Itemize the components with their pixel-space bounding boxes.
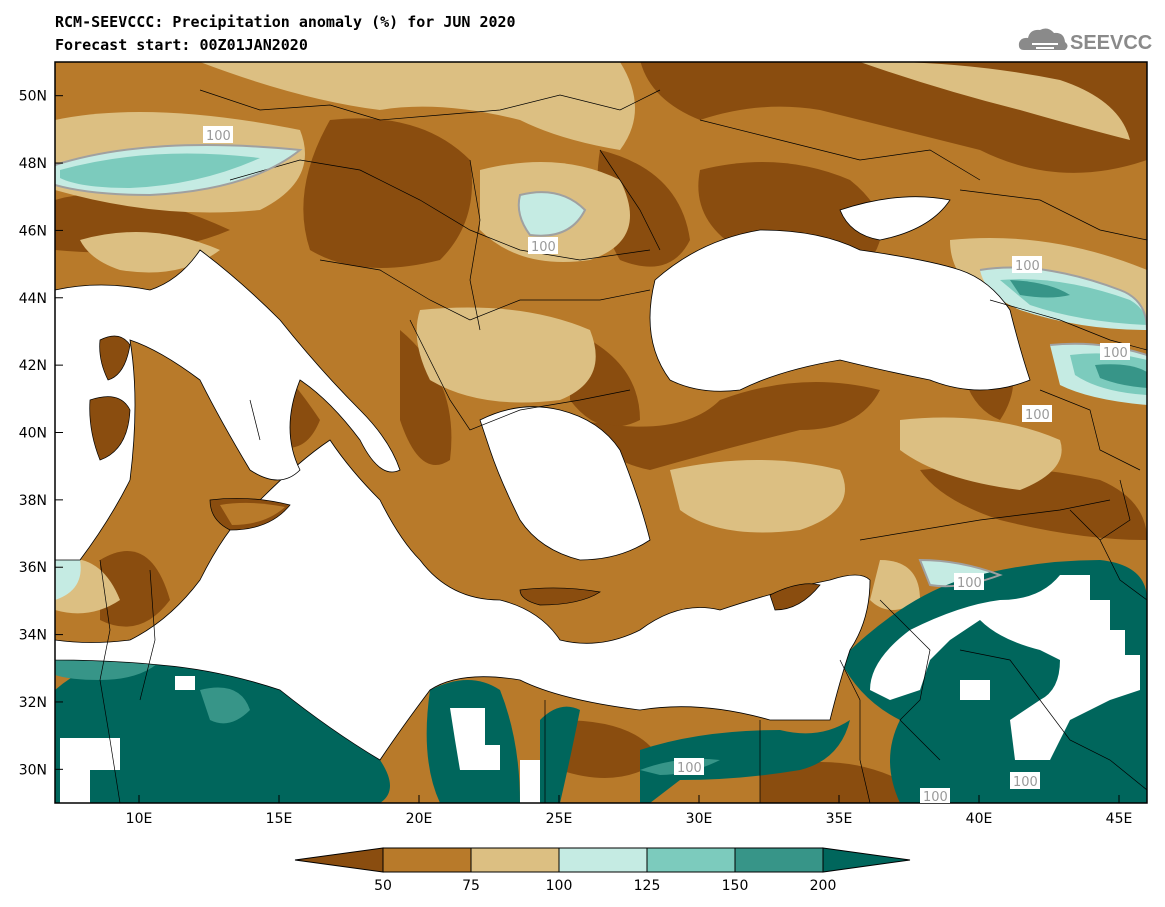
colorbar-segment: [646, 847, 736, 873]
colorbar-label: 150: [722, 878, 749, 894]
colorbar-label: 100: [546, 878, 573, 894]
country-borders: [99, 89, 1147, 803]
contour-100-lines: [55, 144, 1147, 588]
svg-text:100: 100: [531, 240, 556, 255]
y-tick-label: 44N: [19, 291, 47, 307]
contour-labels: 100 100 100 100 100 100 100 100 100: [203, 126, 1130, 805]
y-tick-label: 50N: [19, 89, 47, 105]
y-tick-label: 30N: [19, 762, 47, 778]
svg-text:100: 100: [923, 790, 948, 805]
contour-label: 100: [528, 237, 558, 255]
y-tick-label: 42N: [19, 358, 47, 374]
contour-label: 100: [1012, 256, 1042, 274]
x-tick-label: 25E: [546, 811, 573, 827]
colorbar-label: 200: [810, 878, 837, 894]
svg-text:100: 100: [1025, 408, 1050, 423]
svg-text:100: 100: [957, 576, 982, 591]
x-tick-label: 20E: [406, 811, 433, 827]
y-tick-label: 48N: [19, 156, 47, 172]
svg-text:100: 100: [1103, 346, 1128, 361]
y-axis-ticks: 30N 32N 34N 36N 38N 40N 42N 44N 46N 48N 50N: [19, 89, 63, 778]
svg-text:100: 100: [1013, 775, 1038, 790]
y-tick-label: 36N: [19, 560, 47, 576]
x-tick-label: 15E: [266, 811, 293, 827]
colorbar-segment: [294, 847, 384, 873]
logo-text: SEEVCCC: [1070, 32, 1153, 54]
contour-label: 100: [1100, 343, 1130, 361]
x-axis-ticks: 10E 15E 20E 25E 30E 35E 40E 45E: [126, 795, 1133, 827]
y-tick-label: 32N: [19, 695, 47, 711]
contour-label: 100: [674, 758, 704, 776]
x-tick-label: 30E: [686, 811, 713, 827]
colorbar-label: 125: [634, 878, 661, 894]
x-tick-label: 45E: [1106, 811, 1133, 827]
cloud-icon: [1018, 28, 1068, 50]
map-canvas: [55, 62, 1147, 803]
y-tick-label: 46N: [19, 223, 47, 239]
y-tick-label: 34N: [19, 628, 47, 644]
colorbar-segment: [382, 847, 472, 873]
contour-label: 100: [1022, 405, 1052, 423]
sicily-interior: [220, 502, 285, 525]
x-tick-label: 10E: [126, 811, 153, 827]
no-data-patches: [60, 575, 1140, 803]
seevccc-logo: SEEVCCC: [1018, 28, 1153, 54]
colorbar-segment: [822, 847, 911, 873]
contour-label: 100: [920, 788, 950, 805]
contour-label: 100: [1010, 772, 1040, 790]
contour-label: 100: [203, 126, 233, 144]
y-tick-label: 40N: [19, 426, 47, 442]
map-title: RCM-SEEVCCC: Precipitation anomaly (%) f…: [55, 13, 516, 31]
colorbar-segment: [558, 847, 648, 873]
x-tick-label: 35E: [826, 811, 853, 827]
contour-label: 100: [954, 573, 984, 591]
svg-text:100: 100: [677, 761, 702, 776]
colorbar: 50 75 100 125 150 200: [294, 847, 911, 894]
x-tick-label: 40E: [966, 811, 993, 827]
colorbar-segment: [734, 847, 824, 873]
y-tick-label: 38N: [19, 493, 47, 509]
colorbar-label: 50: [374, 878, 392, 894]
svg-text:100: 100: [206, 129, 231, 144]
svg-text:100: 100: [1015, 259, 1040, 274]
colorbar-label: 75: [462, 878, 480, 894]
colorbar-segment: [470, 847, 560, 873]
forecast-start-label: Forecast start: 00Z01JAN2020: [55, 36, 308, 54]
